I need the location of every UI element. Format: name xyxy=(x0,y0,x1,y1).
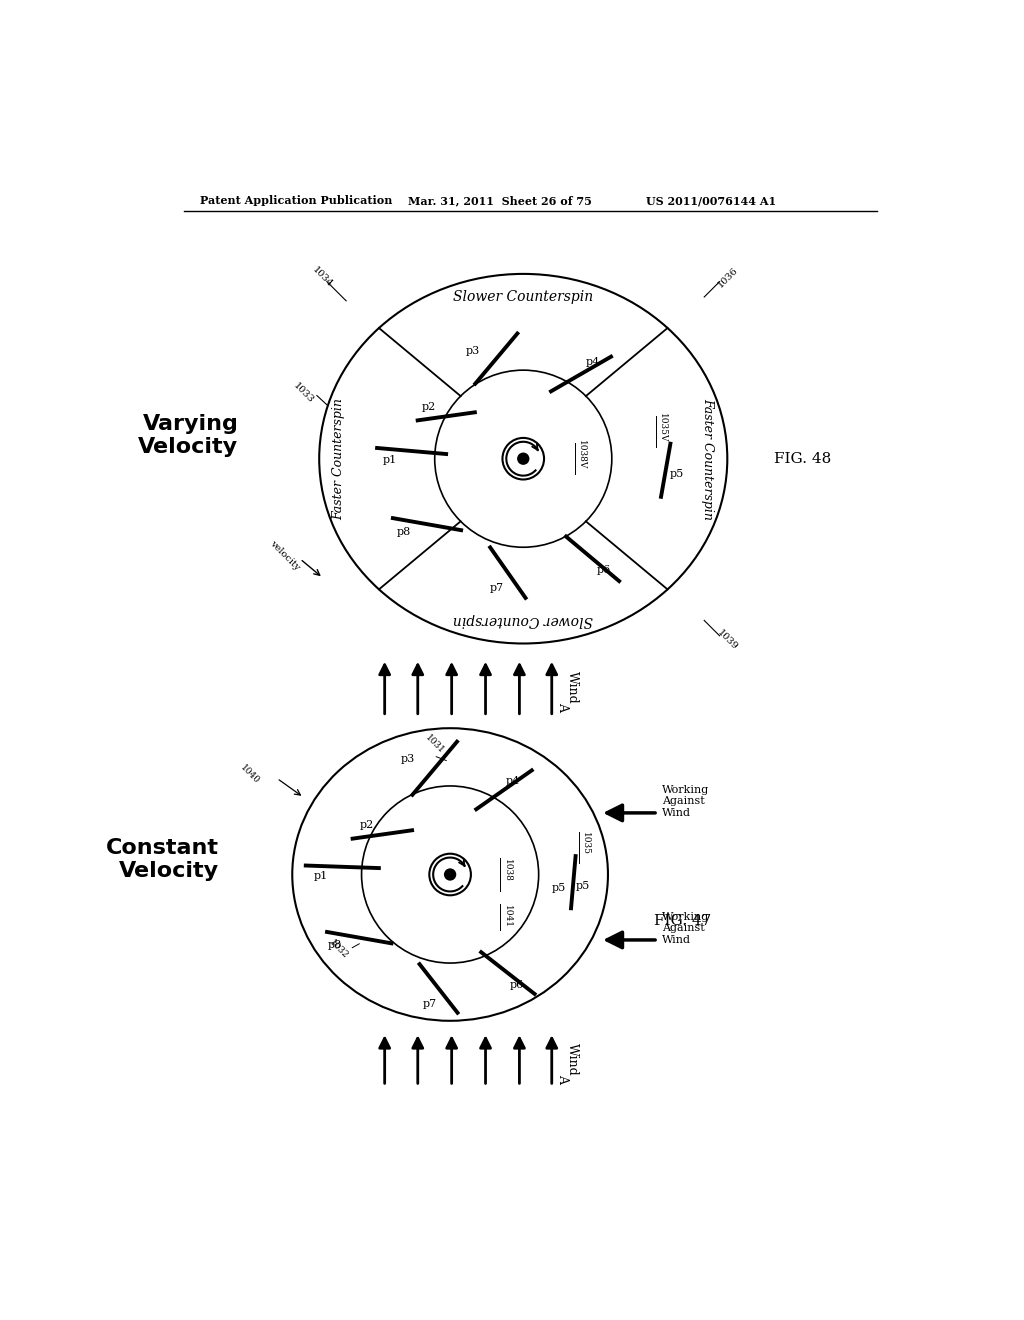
Text: p4: p4 xyxy=(586,358,600,367)
Circle shape xyxy=(444,869,457,880)
Circle shape xyxy=(503,438,544,479)
Text: p7: p7 xyxy=(422,999,436,1008)
Text: Slower Counterspin: Slower Counterspin xyxy=(454,614,593,627)
Text: p5: p5 xyxy=(670,469,684,479)
Text: A: A xyxy=(556,702,568,711)
Text: 1032: 1032 xyxy=(328,939,350,961)
Text: p8: p8 xyxy=(328,940,342,950)
Text: p4: p4 xyxy=(506,776,520,785)
Text: 1039: 1039 xyxy=(716,628,739,652)
Circle shape xyxy=(517,453,529,465)
Text: Constant
Velocity: Constant Velocity xyxy=(106,837,219,880)
Text: Faster Counterspin: Faster Counterspin xyxy=(701,397,715,520)
Text: p8: p8 xyxy=(396,527,411,537)
Text: Wind: Wind xyxy=(565,1043,579,1076)
Text: 1034: 1034 xyxy=(310,265,335,289)
Text: 1033: 1033 xyxy=(292,381,315,405)
Text: Working
Against
Wind: Working Against Wind xyxy=(662,785,709,818)
Text: 1038V: 1038V xyxy=(578,440,586,470)
Text: 1035: 1035 xyxy=(581,832,590,855)
Text: velocity: velocity xyxy=(268,539,301,572)
Text: p3: p3 xyxy=(400,754,415,764)
Text: A: A xyxy=(556,1074,568,1082)
Text: p2: p2 xyxy=(422,403,436,412)
Text: Patent Application Publication: Patent Application Publication xyxy=(200,195,392,206)
Text: Mar. 31, 2011  Sheet 26 of 75: Mar. 31, 2011 Sheet 26 of 75 xyxy=(408,195,592,206)
Text: p1: p1 xyxy=(313,871,328,880)
Text: p3: p3 xyxy=(466,346,480,356)
Text: Wind: Wind xyxy=(565,671,579,704)
Text: FIG. 48: FIG. 48 xyxy=(773,451,830,466)
Text: p1: p1 xyxy=(383,455,397,465)
Text: p6: p6 xyxy=(510,979,524,990)
Text: 1031: 1031 xyxy=(424,733,446,755)
Text: Working
Against
Wind: Working Against Wind xyxy=(662,912,709,945)
Text: p2: p2 xyxy=(359,820,374,830)
Text: p6: p6 xyxy=(597,565,611,576)
Text: Slower Counterspin: Slower Counterspin xyxy=(454,290,593,304)
Text: p5: p5 xyxy=(575,880,590,891)
Circle shape xyxy=(429,854,471,895)
Text: Faster Counterspin: Faster Counterspin xyxy=(332,397,345,520)
Text: Varying
Velocity: Varying Velocity xyxy=(138,414,239,457)
Text: US 2011/0076144 A1: US 2011/0076144 A1 xyxy=(646,195,776,206)
Text: FIG. 47: FIG. 47 xyxy=(654,913,712,928)
Text: p5: p5 xyxy=(552,883,566,894)
Text: 1038: 1038 xyxy=(503,859,511,882)
Text: 1036: 1036 xyxy=(716,265,739,289)
Text: 1041: 1041 xyxy=(503,906,511,928)
Text: p7: p7 xyxy=(489,583,504,593)
Text: 1035V: 1035V xyxy=(658,413,667,442)
Text: 1040: 1040 xyxy=(239,763,261,785)
